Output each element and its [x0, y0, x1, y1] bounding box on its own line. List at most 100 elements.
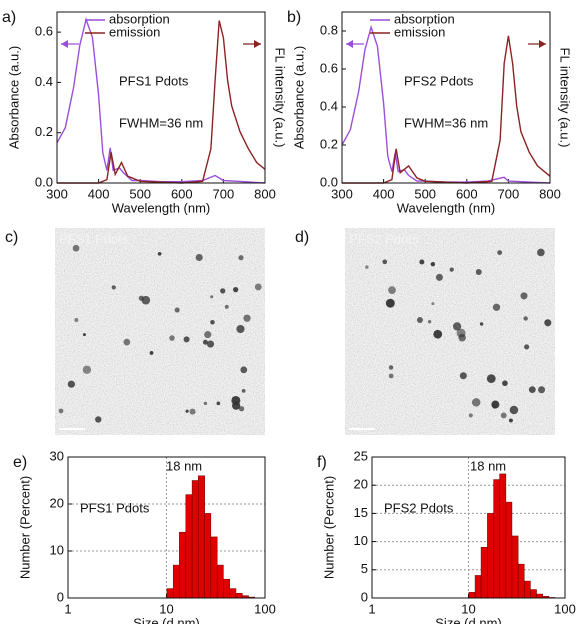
bar — [480, 546, 488, 599]
particle — [220, 288, 226, 294]
y-tick-label: 20 — [354, 477, 368, 492]
annotation: 18 nm — [166, 458, 202, 473]
particle — [202, 339, 208, 345]
axis-arrowhead — [539, 40, 546, 48]
particle — [471, 398, 481, 407]
particle — [382, 259, 388, 265]
bar — [499, 473, 507, 599]
particle — [435, 273, 443, 281]
particle — [210, 295, 214, 299]
x-tick-label: 400 — [373, 186, 395, 201]
x-tick-label: 800 — [254, 186, 276, 201]
y-tick-label: 0.2 — [35, 124, 53, 139]
scale-bar-label: 50 nm — [60, 415, 85, 425]
axis-arrowhead — [61, 40, 68, 48]
panel-label: f) — [317, 454, 327, 471]
axis-arrowhead — [254, 40, 261, 48]
particle — [210, 320, 215, 325]
particle — [544, 319, 552, 327]
x-axis-label: Wavelength (nm) — [112, 200, 211, 215]
x-tick-label: 100 — [254, 601, 276, 616]
x-axis-label: Size (d.nm) — [435, 615, 501, 624]
particle — [138, 295, 144, 301]
particle — [509, 405, 519, 415]
tem-image — [345, 228, 555, 435]
particle — [67, 380, 75, 388]
bar — [172, 564, 180, 599]
particle — [508, 418, 513, 423]
particle — [388, 373, 394, 379]
axis-arrowhead — [346, 40, 353, 48]
x-tick-label: 400 — [88, 186, 110, 201]
particle — [183, 336, 190, 343]
particle — [479, 322, 484, 326]
y-tick-label: 5 — [361, 561, 368, 576]
panel-label: a) — [2, 9, 16, 26]
plot-frame — [341, 11, 551, 184]
bar — [536, 593, 543, 599]
particle — [459, 372, 467, 380]
particle — [123, 338, 131, 346]
y-axis-label: Absorbance (a.u.) — [6, 46, 21, 149]
particle — [157, 251, 162, 256]
y-tick-label: 0.2 — [320, 136, 338, 151]
y-axis-label: Number (Percent) — [321, 476, 336, 579]
bar — [235, 593, 243, 599]
particle — [388, 286, 396, 295]
particle — [388, 365, 394, 370]
y-axis-label: Absorbance (a.u.) — [291, 46, 306, 149]
bar — [493, 479, 500, 599]
series-line — [341, 24, 551, 184]
particle — [538, 386, 546, 394]
x-tick-label: 10 — [461, 601, 475, 616]
x-tick-label: 800 — [539, 186, 561, 201]
particle — [492, 303, 501, 311]
y-tick-label: 0 — [57, 589, 64, 604]
bar — [468, 592, 476, 599]
bar — [517, 563, 525, 599]
image-title: PFS1 Pdots — [59, 231, 129, 246]
plot-frame — [371, 456, 566, 599]
y-tick-label: 15 — [354, 505, 368, 520]
particle — [74, 318, 79, 322]
particle — [149, 351, 154, 355]
bar — [191, 480, 199, 599]
y-tick-label: 0.6 — [35, 24, 53, 39]
particle — [195, 253, 203, 262]
particle — [224, 304, 229, 309]
particle — [233, 287, 239, 293]
annotation: FWHM=36 nm — [119, 115, 203, 130]
particle — [520, 292, 528, 300]
scale-bar-label: 50 nm — [350, 415, 375, 425]
particle — [189, 408, 196, 415]
particle — [500, 412, 507, 419]
annotation: 18 nm — [470, 458, 506, 473]
bar — [166, 588, 174, 599]
bar — [474, 575, 482, 599]
bar — [505, 501, 513, 599]
y-tick-label: 0.8 — [320, 22, 338, 37]
y-tick-label: 0.6 — [320, 60, 338, 75]
x-tick-label: 500 — [129, 186, 151, 201]
x-tick-label: 100 — [554, 601, 576, 616]
particle — [449, 267, 454, 272]
annotation: PFS2 Pdots — [404, 73, 474, 88]
y-tick-label: 20 — [50, 495, 64, 510]
particle — [416, 317, 423, 324]
y-tick-label: 25 — [354, 448, 368, 463]
particle — [111, 285, 116, 290]
x-tick-label: 500 — [414, 186, 436, 201]
image-title: PFS2 Pdots — [349, 231, 419, 246]
particle — [502, 380, 508, 387]
particle — [385, 298, 395, 308]
x-tick-label: 10 — [159, 601, 173, 616]
particle — [452, 322, 462, 331]
particle — [456, 328, 466, 338]
y-tick-label: 0.4 — [320, 98, 338, 113]
particle — [240, 366, 248, 374]
y-tick-label: 0.0 — [320, 174, 338, 189]
bar — [210, 536, 218, 599]
particle — [82, 333, 86, 337]
y-tick-label: 0.4 — [35, 74, 53, 89]
